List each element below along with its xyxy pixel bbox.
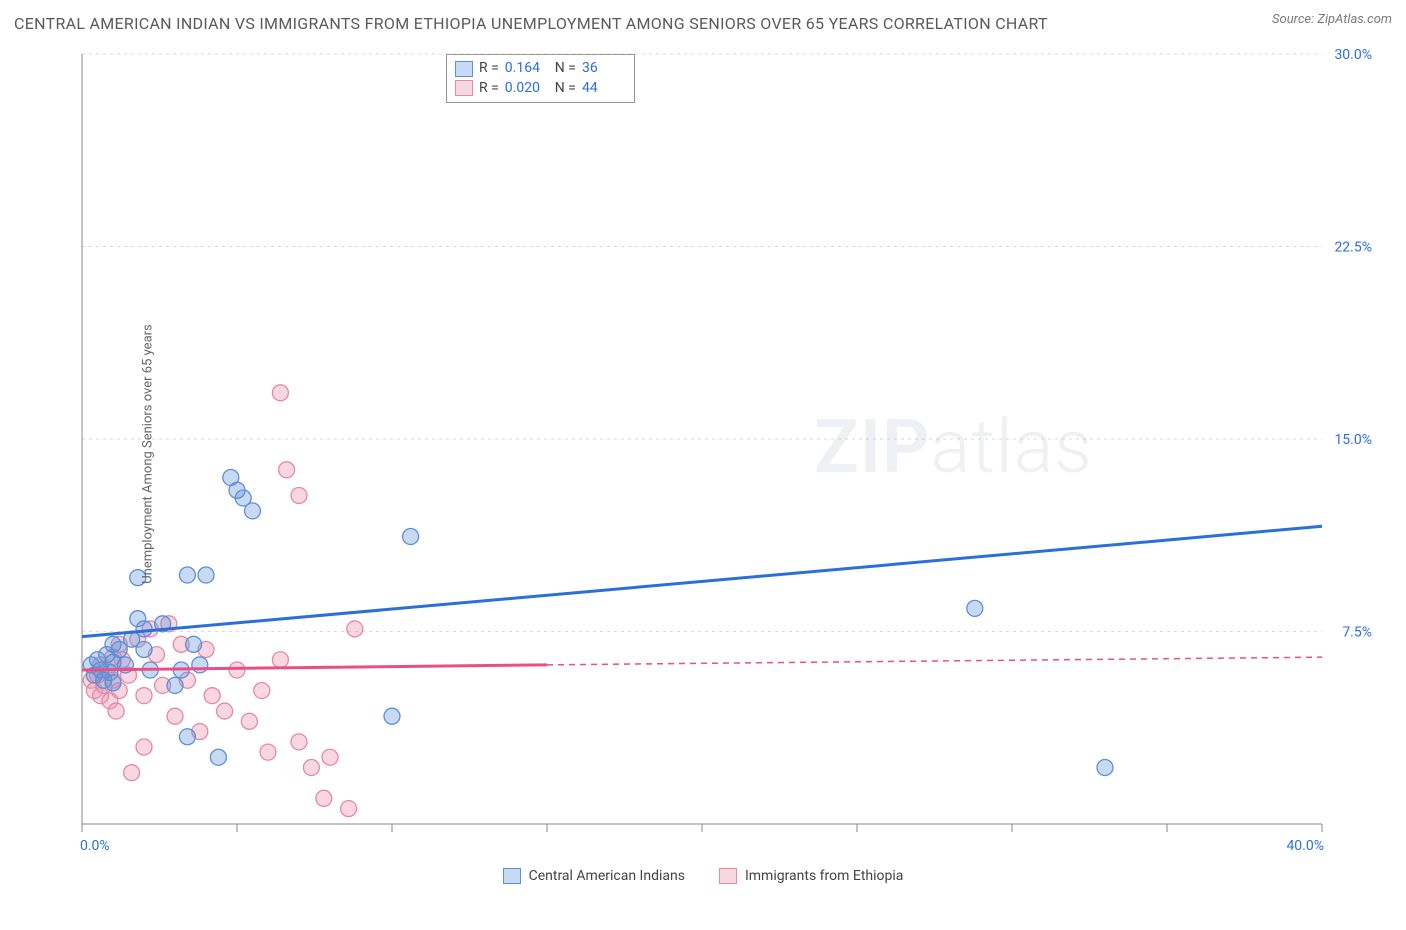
data-point [217,703,233,719]
data-point [204,688,220,704]
legend-label: Immigrants from Ethiopia [745,868,903,884]
y-tick-label: 15.0% [1334,432,1372,448]
data-point [108,703,124,719]
stat-value: 36 [582,59,626,79]
data-point [186,636,202,652]
scatter-chart: 7.5% 15.0% 22.5% 30.0% 0.0% 40.0% [54,44,1384,864]
data-point [316,790,332,806]
data-point [272,652,288,668]
stat-value: 44 [582,79,626,99]
data-point [403,529,419,545]
data-point [198,567,214,583]
trend-line [82,526,1322,636]
stat-value: 0.164 [505,59,549,79]
chart-title: CENTRAL AMERICAN INDIAN VS IMMIGRANTS FR… [14,12,1048,36]
data-point [347,621,363,637]
stat-label: N = [555,59,576,79]
data-point [241,713,257,729]
data-point [136,641,152,657]
stats-box: R = 0.164 N = 36 R = 0.020 N = 44 [446,54,635,103]
data-point [245,503,261,519]
source-text: Source: ZipAtlas.com [1272,12,1392,27]
legend-label: Central American Indians [529,868,685,884]
data-point [279,462,295,478]
data-point [254,683,270,699]
stats-row: R = 0.164 N = 36 [455,59,626,79]
data-point [124,765,140,781]
data-point [967,600,983,616]
data-point [167,708,183,724]
x-max-label: 40.0% [1286,838,1324,854]
trend-line-ext [547,657,1322,665]
data-point [291,734,307,750]
data-point [384,708,400,724]
data-point [136,621,152,637]
chart-container: Unemployment Among Seniors over 65 years… [14,44,1392,864]
data-point [229,482,245,498]
bottom-legend: Central American Indians Immigrants from … [14,868,1392,884]
stat-label: R = [479,59,499,79]
stat-label: N = [555,79,576,99]
y-tick-label: 30.0% [1334,47,1372,63]
x-min-label: 0.0% [80,838,110,854]
legend-item: Central American Indians [503,868,685,884]
legend-swatch [455,61,473,77]
stat-value: 0.020 [505,79,549,99]
legend-swatch [719,868,737,884]
data-point [210,749,226,765]
data-point [341,801,357,817]
data-point [1097,760,1113,776]
data-point [179,567,195,583]
data-point [105,675,121,691]
legend-swatch [503,868,521,884]
stat-label: R = [479,79,499,99]
data-point [291,487,307,503]
data-point [260,744,276,760]
y-tick-label: 22.5% [1334,240,1372,256]
data-point [136,739,152,755]
data-point [229,662,245,678]
legend-item: Immigrants from Ethiopia [719,868,903,884]
data-point [303,760,319,776]
data-point [272,385,288,401]
stats-row: R = 0.020 N = 44 [455,79,626,99]
data-point [136,688,152,704]
data-point [179,729,195,745]
data-point [167,677,183,693]
data-point [192,657,208,673]
y-tick-label: 7.5% [1342,625,1372,641]
y-axis-label: Unemployment Among Seniors over 65 years [140,324,155,584]
legend-swatch [455,80,473,96]
data-point [322,749,338,765]
